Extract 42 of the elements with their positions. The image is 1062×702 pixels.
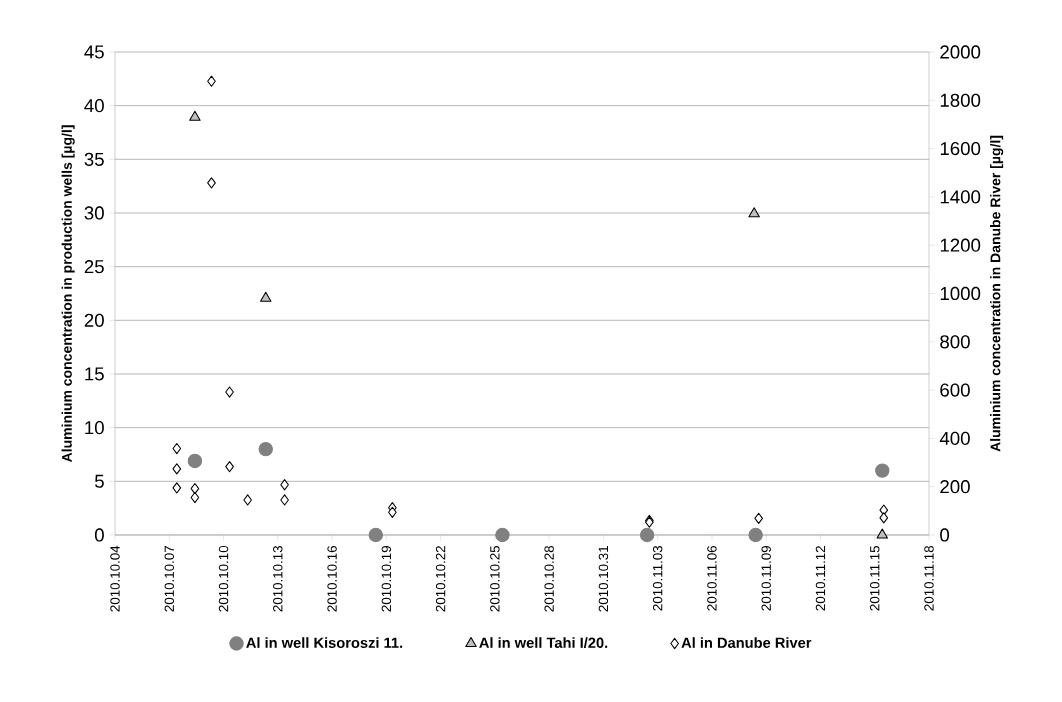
y2-tick-label: 400 [939,431,970,445]
y-tick-label: 25 [84,260,104,274]
x-tick-label: 2010.11.09 [761,546,771,611]
y2-tick-label: 0 [940,528,950,542]
y-tick-label: 20 [84,313,104,327]
x-tick-label: 2010.10.04 [110,545,120,612]
y2-axis-title: Aluminium concentration in Danube River [µg/l] [990,135,1004,452]
x-tick-label: 2010.10.31 [598,546,609,612]
x-tick-label: 2010.10.16 [327,545,337,612]
y2-tick-label: 200 [940,480,970,494]
x-tick-label: 2010.10.10 [218,545,229,612]
x-tick-label: 2010.11.15 [870,545,880,611]
x-tick-label: 2010.10.07 [164,546,174,612]
y-tick-label: 40 [84,99,104,113]
y-tick-label: 5 [94,474,104,488]
y-tick-label: 30 [84,206,104,220]
y2-tick-label: 1200 [940,238,981,252]
y2-tick-label: 1800 [940,93,981,107]
y2-tick-label: 2000 [940,45,981,59]
legend-label: Al in Danube River [681,637,812,648]
x-tick-label: 2010.10.25 [490,545,500,612]
legend-label: Al in well Kisoroszi 11. [246,637,403,648]
x-tick-label: 2010.10.13 [273,545,283,612]
x-tick-label: 2010.11.06 [707,545,717,611]
legend-label: Al in well Tahi I/20. [479,637,608,649]
x-tick-label: 2010.11.18 [924,545,934,611]
y2-tick-label: 1400 [940,190,981,204]
y-tick-label: 10 [85,421,104,435]
y-tick-label: 0 [94,528,104,542]
y-tick-label: 45 [84,45,104,59]
y2-tick-label: 600 [940,383,970,397]
y2-tick-label: 800 [940,335,970,349]
y2-tick-label: 1000 [940,286,981,301]
y2-tick-label: 1600 [940,141,981,156]
y-tick-label: 35 [84,152,104,166]
x-tick-label: 2010.11.03 [652,545,663,611]
x-tick-label: 2010.10.22 [435,546,446,612]
x-tick-label: 2010.11.12 [815,546,826,611]
y-axis-title: Aluminium concentration in production wells [µg/l] [61,125,75,463]
y-tick-label: 15 [85,367,104,381]
x-tick-label: 2010.10.19 [381,546,392,612]
x-tick-label: 2010.10.28 [544,545,554,612]
